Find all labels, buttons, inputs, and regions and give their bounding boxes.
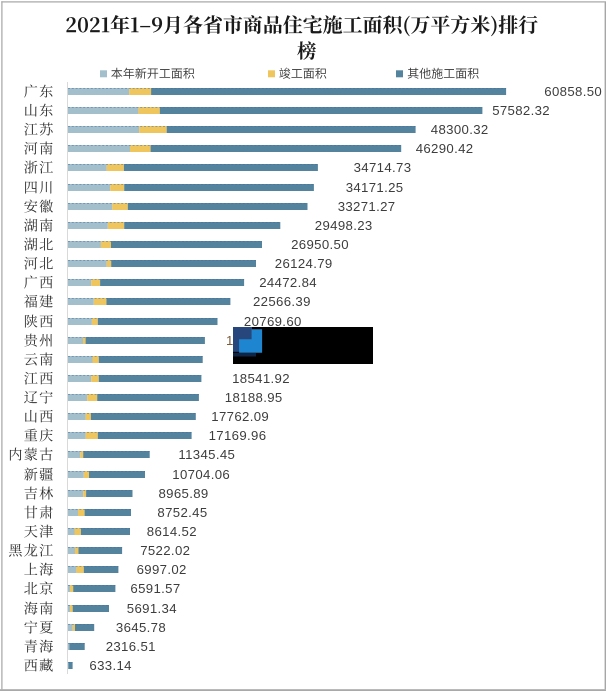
svg-text:10704.06: 10704.06: [172, 467, 230, 482]
svg-text:11345.45: 11345.45: [178, 447, 235, 462]
svg-text:18188.95: 18188.95: [225, 390, 283, 405]
svg-text:3645.78: 3645.78: [116, 620, 166, 635]
svg-text:33271.27: 33271.27: [338, 199, 396, 214]
svg-text:48300.32: 48300.32: [431, 122, 489, 137]
svg-text:2316.51: 2316.51: [106, 639, 156, 654]
svg-text:5691.34: 5691.34: [127, 601, 177, 616]
svg-text:18541.92: 18541.92: [232, 371, 290, 386]
svg-text:8752.45: 8752.45: [157, 505, 207, 520]
svg-text:57582.32: 57582.32: [492, 103, 550, 118]
svg-text:46290.42: 46290.42: [416, 141, 474, 156]
svg-text:6997.02: 6997.02: [137, 562, 187, 577]
svg-text:60858.50: 60858.50: [544, 84, 602, 99]
svg-text:7522.02: 7522.02: [140, 543, 190, 558]
svg-text:6591.57: 6591.57: [130, 581, 180, 596]
svg-text:22566.39: 22566.39: [253, 294, 311, 309]
svg-text:24472.84: 24472.84: [259, 275, 317, 290]
svg-text:26124.79: 26124.79: [275, 256, 333, 271]
svg-text:29498.23: 29498.23: [315, 218, 373, 233]
svg-text:8965.89: 8965.89: [159, 486, 209, 501]
svg-text:17762.09: 17762.09: [211, 409, 269, 424]
svg-text:20769.60: 20769.60: [244, 314, 302, 329]
svg-text:34714.73: 34714.73: [354, 160, 412, 175]
svg-text:17169.96: 17169.96: [209, 428, 267, 443]
svg-text:34171.25: 34171.25: [346, 180, 404, 195]
svg-text:26950.50: 26950.50: [291, 237, 349, 252]
svg-text:633.14: 633.14: [89, 658, 131, 673]
svg-text:8614.52: 8614.52: [147, 524, 197, 539]
